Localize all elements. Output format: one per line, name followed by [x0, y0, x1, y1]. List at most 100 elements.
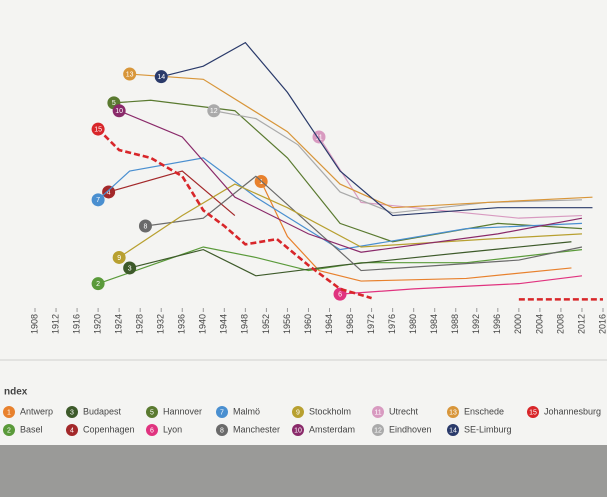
x-tick-label: 1932 [156, 314, 166, 334]
legend-swatch [216, 406, 228, 418]
x-tick-label: 2016 [597, 314, 607, 334]
x-tick-label: 1944 [219, 314, 229, 334]
x-tick-label: 2004 [534, 314, 544, 334]
legend-swatch [447, 406, 459, 418]
legend-number: 11 [374, 409, 381, 416]
x-tick-label: 1924 [114, 314, 124, 334]
photo-background [0, 445, 607, 497]
legend-swatch [447, 424, 459, 436]
legend-label: Malmö [233, 406, 260, 416]
legend-swatch [292, 406, 304, 418]
x-tick-label: 1972 [366, 314, 376, 334]
legend-label: Copenhagen [83, 424, 135, 434]
legend-swatch [527, 406, 539, 418]
legend-swatch [146, 424, 158, 436]
x-tick-label: 1968 [345, 314, 355, 334]
legend-label: Antwerp [20, 406, 53, 416]
series-marker [154, 70, 168, 84]
legend-label: Utrecht [389, 406, 419, 416]
series-line [118, 110, 583, 253]
legend-swatch [292, 424, 304, 436]
legend-swatch [66, 424, 78, 436]
series-marker-label: 1 [259, 179, 263, 186]
x-tick-label: 1984 [429, 314, 439, 334]
x-tick-label: 1956 [282, 314, 292, 334]
series-marker [207, 104, 221, 118]
series-marker-label: 9 [117, 255, 121, 262]
series-line [108, 170, 236, 216]
legend-number: 1 [7, 409, 11, 416]
legend-swatch [66, 406, 78, 418]
legend-number: 12 [374, 427, 382, 434]
series-marker-label: 11 [315, 134, 322, 141]
series-marker [91, 277, 105, 291]
series-marker-label: 3 [128, 265, 132, 272]
legend-number: 10 [294, 427, 302, 434]
series-line [97, 157, 582, 251]
legend-swatch [216, 424, 228, 436]
legend-number: 6 [150, 427, 154, 434]
legend-swatch [372, 406, 384, 418]
x-tick-label: 2012 [576, 314, 586, 334]
legend-swatch [3, 424, 15, 436]
series-marker-label: 14 [157, 74, 165, 81]
x-tick-label: 1948 [240, 314, 250, 334]
legend-swatch [372, 424, 384, 436]
series-line [161, 41, 593, 217]
x-tick-label: 1936 [177, 314, 187, 334]
legend-label: Stockholm [309, 406, 351, 416]
series-marker-label: 5 [112, 100, 116, 107]
series-marker-label: 15 [94, 126, 102, 133]
legend-label: Manchester [233, 424, 280, 434]
x-tick-label: 1908 [29, 314, 39, 334]
legend-swatch [3, 406, 15, 418]
legend-label: Eindhoven [389, 424, 432, 434]
series-marker-label: 10 [115, 108, 123, 115]
legend-number: 5 [150, 409, 154, 416]
x-tick-label: 2000 [513, 314, 523, 334]
legend-label: SE-Limburg [464, 424, 512, 434]
series-line [97, 128, 603, 301]
legend-label: Basel [20, 424, 43, 434]
x-tick-label: 1964 [324, 314, 334, 334]
series-line [145, 175, 583, 272]
series-line [260, 181, 572, 282]
x-tick-label: 1996 [492, 314, 502, 334]
legend-number: 4 [70, 427, 74, 434]
legend-number: 3 [70, 409, 74, 416]
x-tick-label: 2008 [555, 314, 565, 334]
legend-number: 13 [449, 409, 457, 416]
series-marker [138, 219, 152, 233]
legend-swatch [146, 406, 158, 418]
series-line [113, 99, 583, 243]
x-tick-label: 1920 [92, 314, 102, 334]
legend-label: Lyon [163, 424, 182, 434]
series-line [118, 183, 582, 258]
series-marker [112, 104, 126, 118]
series-line [318, 136, 582, 219]
series-line [97, 246, 583, 285]
legend-number: 8 [220, 427, 224, 434]
series-marker-label: 6 [338, 291, 342, 298]
x-tick-label: 1952 [261, 314, 271, 334]
legend-number: 14 [449, 427, 457, 434]
series-marker-label: 2 [96, 281, 100, 288]
series-marker [112, 250, 126, 264]
x-tick-label: 1940 [198, 314, 208, 334]
series-marker-label: 4 [107, 189, 111, 196]
series-marker [91, 122, 105, 136]
x-tick-label: 1988 [450, 314, 460, 334]
legend-number: 15 [529, 409, 537, 416]
series-marker [123, 67, 137, 81]
legend-label: Hannover [163, 406, 202, 416]
x-tick-label: 1912 [50, 314, 60, 334]
x-tick-label: 1928 [135, 314, 145, 334]
legend-label: Enschede [464, 406, 504, 416]
series-marker-label: 7 [96, 197, 100, 204]
legend-number: 7 [220, 409, 224, 416]
series-marker-label: 8 [143, 223, 147, 230]
legend-label: Johannesburg [544, 406, 601, 416]
series-marker-label: 12 [210, 108, 218, 115]
x-tick-label: 1976 [387, 314, 397, 334]
